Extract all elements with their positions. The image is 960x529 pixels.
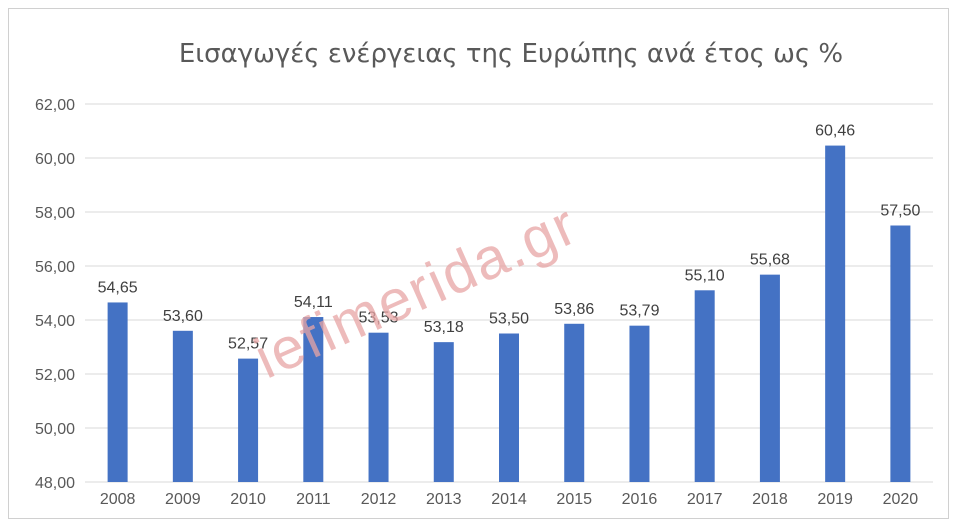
x-tick-label-2011: 2011 <box>296 491 331 508</box>
y-tick-label: 62,00 <box>35 97 75 114</box>
y-tick-label: 58,00 <box>35 205 75 222</box>
x-tick-label-2008: 2008 <box>100 491 136 508</box>
bar-2011 <box>303 317 324 482</box>
data-label-2019: 60,46 <box>815 123 855 140</box>
bar-2013 <box>433 342 454 482</box>
x-tick-label-2019: 2019 <box>817 491 853 508</box>
data-label-2018: 55,68 <box>750 252 790 269</box>
data-label-2016: 53,79 <box>619 303 659 320</box>
x-tick-label-2014: 2014 <box>491 491 527 508</box>
y-tick-label: 48,00 <box>35 475 75 492</box>
data-labels: 54,65 53,60 52,57 54,11 53,53 53,18 53,50 53,86… <box>98 123 921 353</box>
x-tick-label-2018: 2018 <box>752 491 788 508</box>
bar-2010 <box>238 358 259 482</box>
bar-2020 <box>890 225 911 482</box>
y-tick-label: 60,00 <box>35 151 75 168</box>
bar-2008 <box>107 302 128 482</box>
bar-2016 <box>629 325 650 482</box>
data-label-2011: 54,11 <box>294 294 333 311</box>
x-tick-label-2020: 2020 <box>883 491 919 508</box>
x-tick-label-2017: 2017 <box>687 491 723 508</box>
chart-title: Εισαγωγές ενέργειας της Ευρώπης ανά έτος… <box>179 39 843 69</box>
data-label-2013: 53,18 <box>424 319 464 336</box>
bars <box>107 145 911 482</box>
bar-2014 <box>499 333 519 482</box>
data-label-2009: 53,60 <box>163 308 203 325</box>
bar-2015 <box>564 323 585 482</box>
y-tick-label: 54,00 <box>35 313 75 330</box>
chart-frame <box>8 8 949 519</box>
y-tick-label: 52,00 <box>35 367 75 384</box>
bar-2012 <box>368 332 389 482</box>
data-label-2015: 53,86 <box>554 301 594 318</box>
data-label-2012: 53,53 <box>359 310 399 327</box>
data-label-2008: 54,65 <box>98 279 138 296</box>
bar-2018 <box>759 274 780 482</box>
y-tick-label: 50,00 <box>35 421 75 438</box>
bar-2017 <box>694 290 715 482</box>
data-label-2017: 55,10 <box>685 267 725 284</box>
x-tick-label-2015: 2015 <box>556 491 592 508</box>
gridlines <box>85 103 933 483</box>
x-tick-label-2016: 2016 <box>622 491 658 508</box>
data-label-2014: 53,50 <box>489 311 529 328</box>
data-label-2020: 57,50 <box>880 203 920 220</box>
y-axis-ticks: 48,00 50,00 52,00 54,00 56,00 58,00 60,00 62,00 <box>35 97 75 492</box>
x-tick-label-2010: 2010 <box>230 491 266 508</box>
watermark: iefimerida.gr <box>245 191 587 391</box>
bar-2009 <box>172 330 193 482</box>
x-tick-label-2013: 2013 <box>426 491 462 508</box>
x-tick-label-2012: 2012 <box>361 491 397 508</box>
bar-2019 <box>825 145 846 482</box>
y-tick-label: 56,00 <box>35 259 75 276</box>
data-label-2010: 52,57 <box>228 336 268 353</box>
x-tick-label-2009: 2009 <box>165 491 201 508</box>
x-axis-ticks: 2008 2009 2010 2011 2012 2013 2014 2015 2016 2017… <box>100 491 918 508</box>
